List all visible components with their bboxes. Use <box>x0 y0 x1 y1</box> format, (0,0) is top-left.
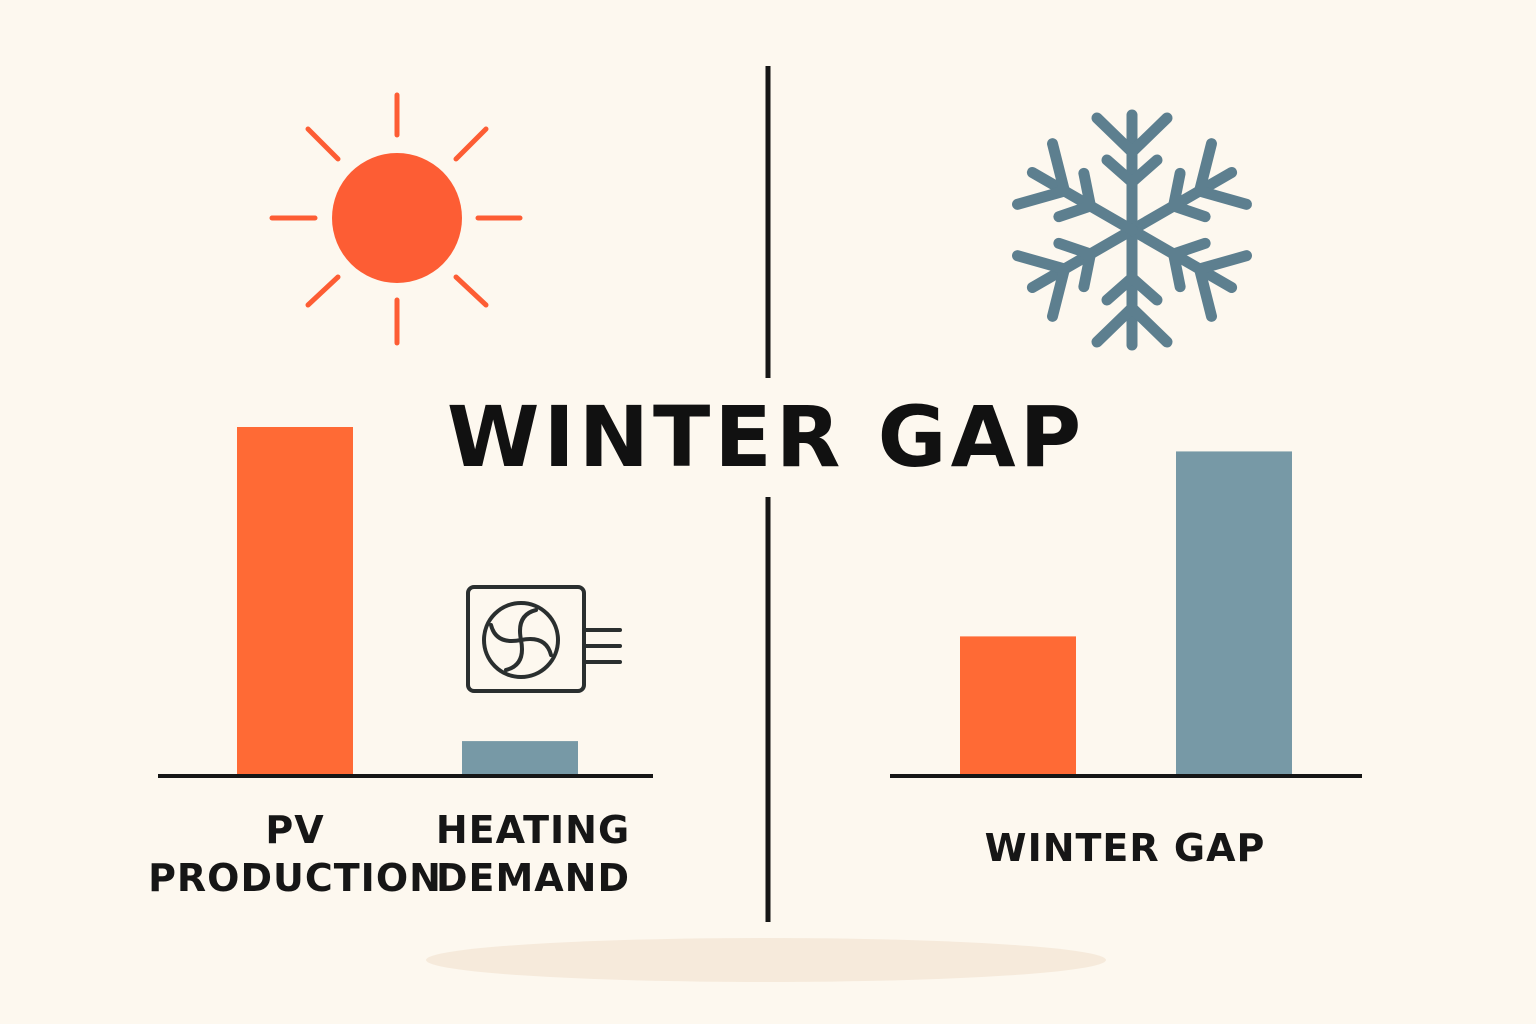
x-tick-label: HEATING DEMAND <box>435 808 631 900</box>
bar <box>462 741 578 776</box>
snowflake-icon <box>1015 109 1249 345</box>
bar <box>1176 451 1292 776</box>
bar <box>960 636 1076 776</box>
x-axis-label: WINTER GAP <box>984 826 1266 870</box>
sun-icon <box>269 92 523 346</box>
shadow <box>426 938 1106 982</box>
x-tick-label: PV PRODUCTION <box>148 808 442 900</box>
main-title: WINTER GAP <box>446 388 1086 486</box>
heat-pump-icon <box>466 585 622 693</box>
bar <box>237 427 353 776</box>
